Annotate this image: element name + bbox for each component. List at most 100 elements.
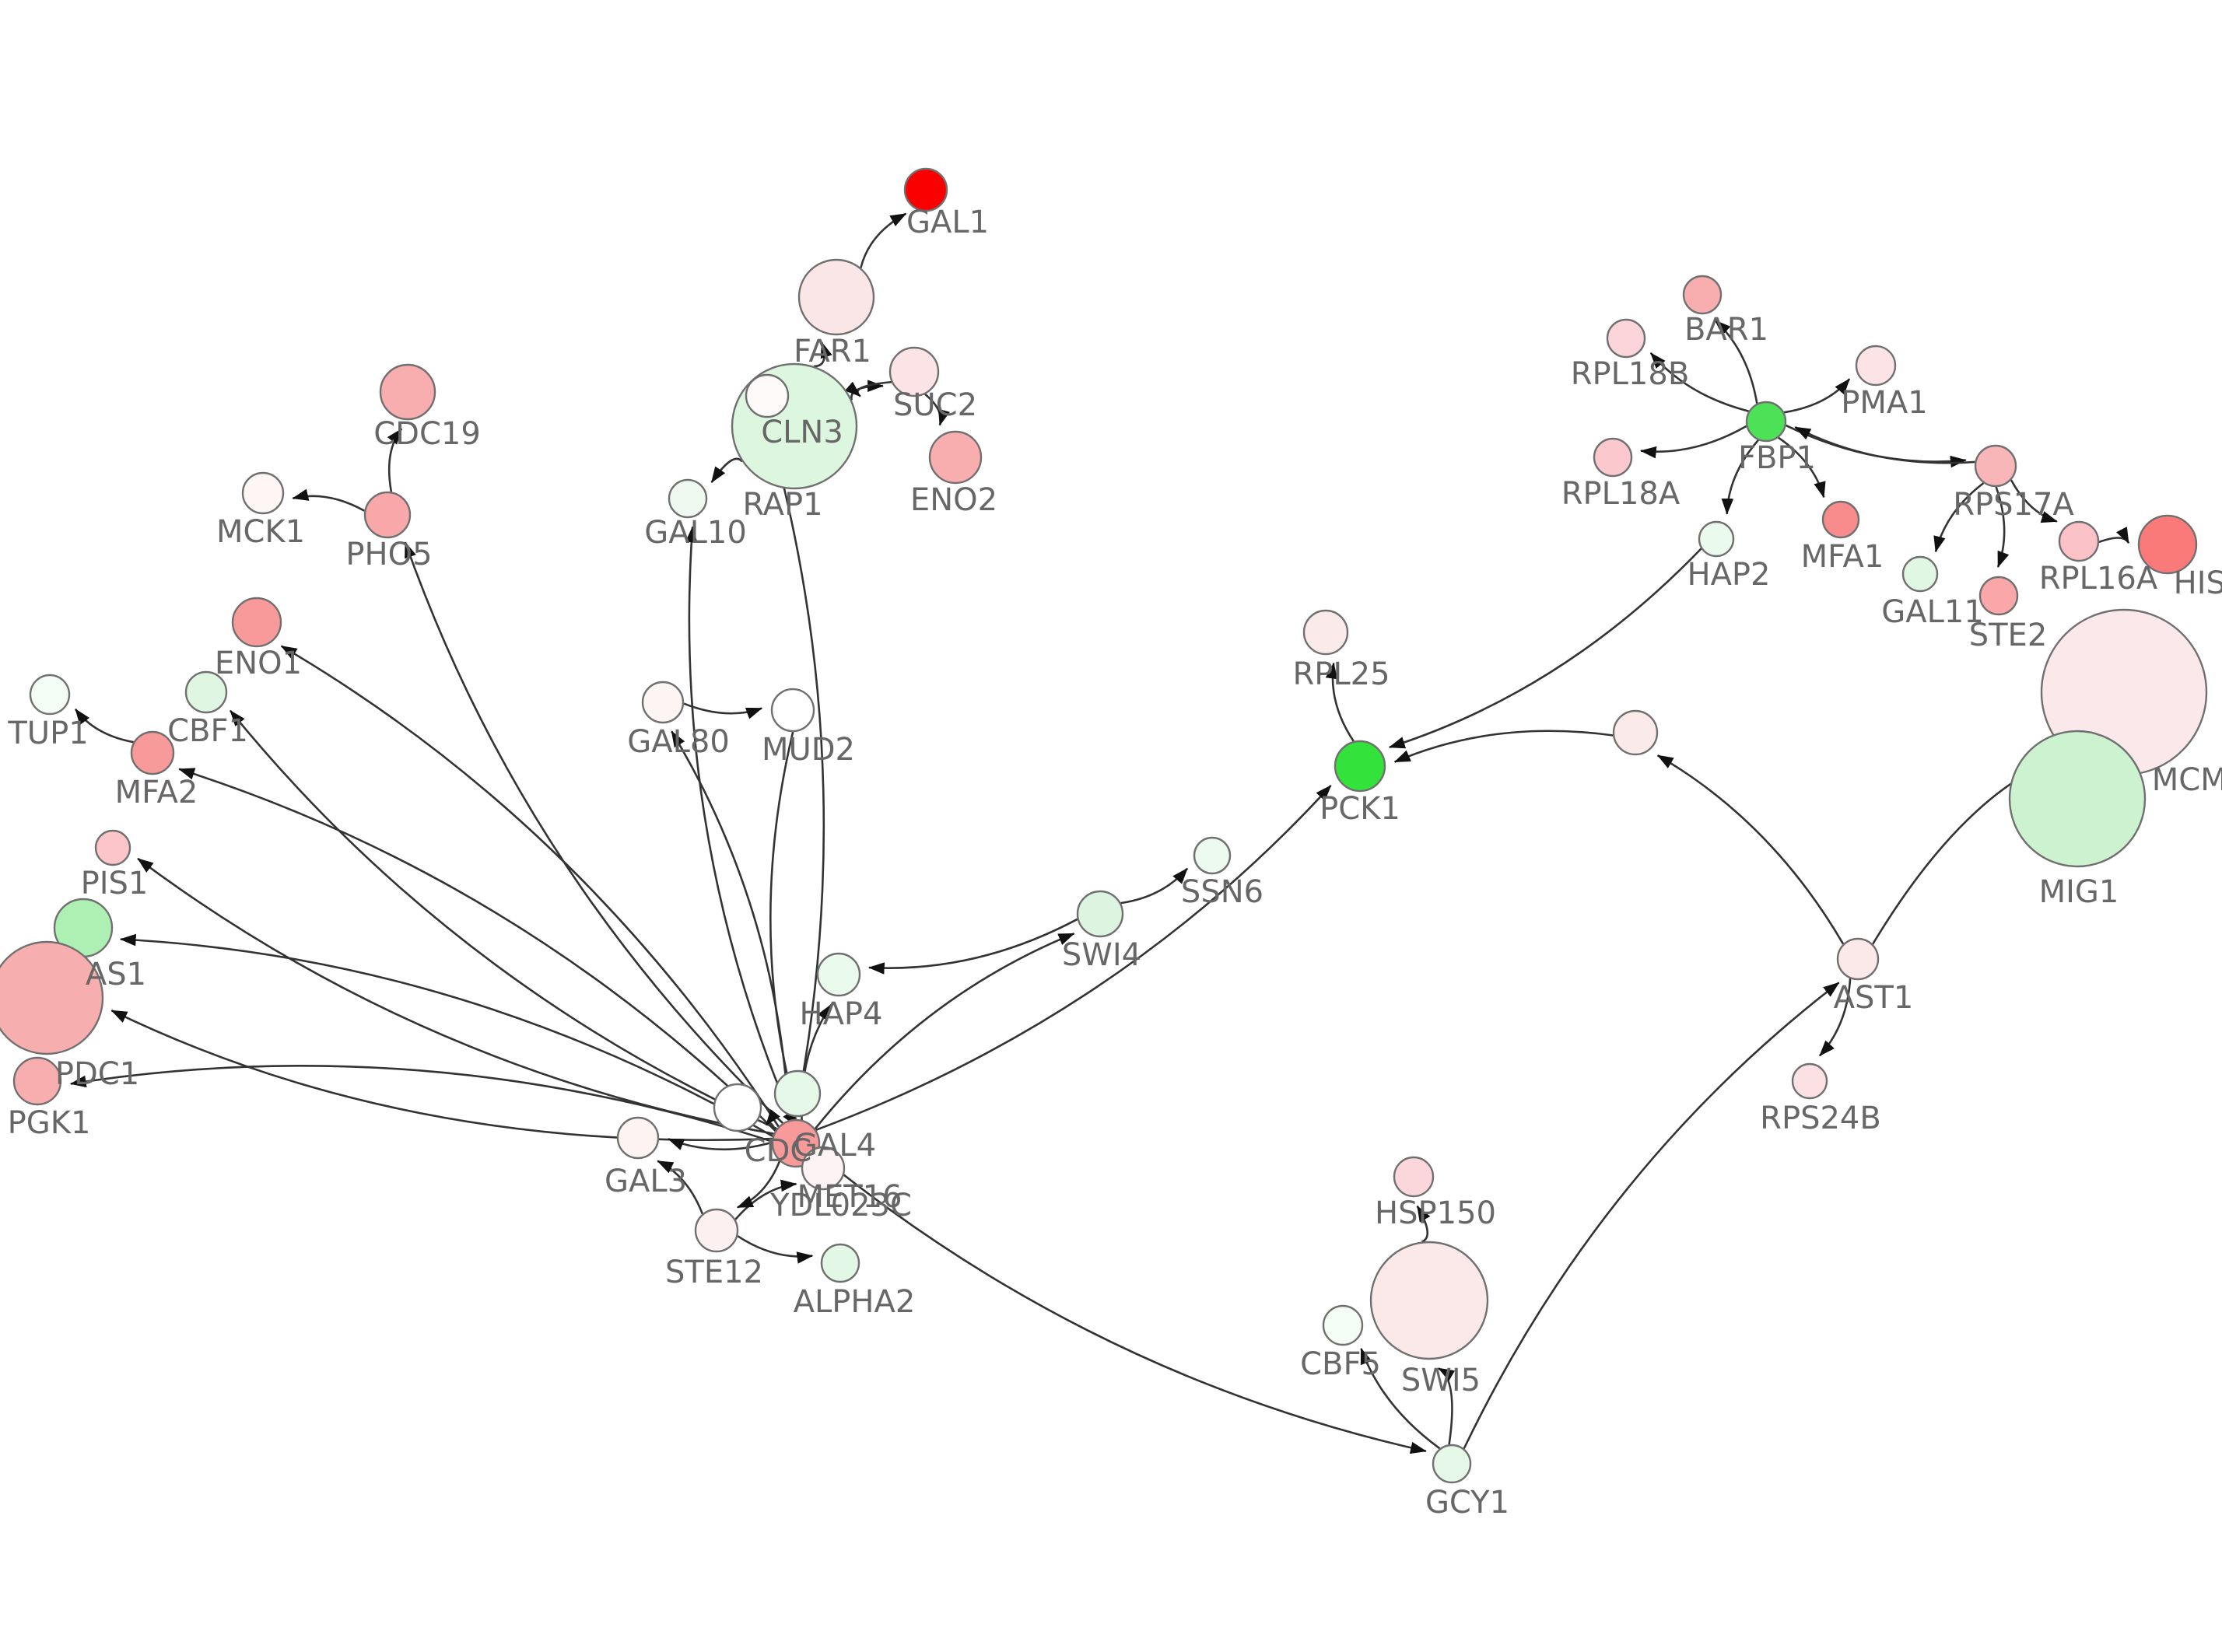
- network-edge[interactable]: [1933, 482, 1985, 553]
- network-edge[interactable]: [844, 380, 892, 397]
- network-edge[interactable]: [1721, 439, 1759, 515]
- network-node-ast1[interactable]: [1836, 937, 1880, 981]
- network-node-cdcx[interactable]: [713, 1083, 762, 1132]
- network-edge[interactable]: [668, 1138, 773, 1151]
- network-node-gcy1[interactable]: [1432, 1444, 1472, 1484]
- network-edge[interactable]: [813, 341, 832, 368]
- network-edge[interactable]: [860, 212, 907, 268]
- network-edge[interactable]: [1463, 982, 1840, 1450]
- network-edge[interactable]: [178, 768, 776, 1132]
- network-edge[interactable]: [734, 1179, 797, 1220]
- network-node-rpl18b[interactable]: [1606, 318, 1646, 359]
- network-edge[interactable]: [1656, 754, 1845, 945]
- network-node-tup1[interactable]: [29, 674, 71, 716]
- network-node-eno1[interactable]: [231, 597, 282, 648]
- network-node-ydl023c[interactable]: [801, 1146, 846, 1191]
- network-edge[interactable]: [1649, 352, 1750, 412]
- network-node-gal80[interactable]: [641, 681, 685, 724]
- network-edge[interactable]: [1778, 436, 1826, 499]
- network-node-cdc19[interactable]: [379, 363, 436, 421]
- network-node-hap2[interactable]: [1698, 520, 1735, 558]
- network-node-pgk1[interactable]: [12, 1056, 62, 1106]
- network-node-mig1[interactable]: [2008, 730, 2147, 868]
- network-node-rps17a[interactable]: [1974, 444, 2017, 488]
- network-edge[interactable]: [683, 702, 763, 719]
- network-edge[interactable]: [2098, 527, 2130, 544]
- network-node-pis1[interactable]: [94, 829, 131, 866]
- network-edge[interactable]: [815, 785, 1332, 1132]
- network-edge[interactable]: [119, 933, 773, 1138]
- network-node-gal3[interactable]: [616, 1116, 660, 1160]
- network-node-rpl18a[interactable]: [1593, 437, 1633, 478]
- network-edge[interactable]: [817, 1153, 1427, 1454]
- network-node-mfa2[interactable]: [130, 730, 175, 775]
- network-node-pck1[interactable]: [1334, 740, 1386, 793]
- network-edge[interactable]: [2010, 479, 2058, 523]
- network-edge[interactable]: [74, 708, 134, 744]
- network-node-hsp150[interactable]: [1393, 1156, 1435, 1198]
- network-edge[interactable]: [1783, 378, 1851, 414]
- network-edge[interactable]: [229, 709, 777, 1130]
- network-edge[interactable]: [737, 1235, 814, 1264]
- network-edge[interactable]: [769, 731, 798, 1111]
- network-node-rpl16a[interactable]: [2058, 520, 2100, 562]
- network-node-swi5[interactable]: [1369, 1241, 1489, 1360]
- network-node-his4[interactable]: [2137, 514, 2198, 575]
- network-node-gal11[interactable]: [1901, 555, 1939, 593]
- network-edge[interactable]: [766, 425, 825, 1120]
- network-edge[interactable]: [110, 1010, 773, 1142]
- network-edge[interactable]: [137, 857, 774, 1135]
- network-edge[interactable]: [1416, 1205, 1431, 1243]
- network-node-gal1[interactable]: [903, 167, 948, 212]
- network-node-cbf5[interactable]: [1322, 1304, 1364, 1346]
- network-edge[interactable]: [1438, 1367, 1456, 1445]
- network-edge[interactable]: [710, 457, 743, 484]
- network-node-suc2[interactable]: [888, 346, 940, 397]
- network-node-met16[interactable]: [773, 1069, 822, 1118]
- network-edge[interactable]: [1325, 662, 1355, 742]
- network-edge[interactable]: [867, 918, 1078, 975]
- network-node-ste12[interactable]: [694, 1208, 739, 1253]
- network-edge[interactable]: [685, 526, 794, 1120]
- network-node-far1[interactable]: [797, 258, 875, 336]
- network-node-mud2[interactable]: [770, 688, 815, 733]
- network-node-eno2[interactable]: [928, 430, 983, 485]
- network-node-mfa1[interactable]: [1821, 500, 1860, 539]
- network-node-ste2[interactable]: [1978, 576, 2019, 616]
- network-edge[interactable]: [814, 933, 1075, 1130]
- network-node-hap4[interactable]: [816, 952, 861, 997]
- network-node-swi4[interactable]: [1076, 890, 1124, 938]
- network-edge[interactable]: [292, 488, 366, 512]
- network-edge[interactable]: [736, 1160, 781, 1209]
- network-node-rap1[interactable]: [745, 373, 790, 418]
- network-node-rps24b[interactable]: [1791, 1062, 1828, 1100]
- network-edge[interactable]: [1639, 425, 1747, 459]
- network-edge[interactable]: [280, 645, 780, 1128]
- network-edge[interactable]: [657, 1160, 704, 1215]
- network-edge[interactable]: [69, 1065, 773, 1143]
- network-node-pma1[interactable]: [1855, 345, 1897, 387]
- network-edge[interactable]: [1995, 486, 2010, 568]
- network-edge[interactable]: [404, 541, 783, 1124]
- network-node-ssn6[interactable]: [1193, 836, 1232, 875]
- network-edge[interactable]: [1794, 426, 1975, 464]
- network-edge[interactable]: [1714, 320, 1758, 404]
- network-edge[interactable]: [850, 380, 884, 401]
- network-edge[interactable]: [387, 428, 403, 492]
- network-node-pdc1[interactable]: [0, 940, 104, 1055]
- network-node-alpha2[interactable]: [820, 1243, 860, 1283]
- network-node-pcksrc[interactable]: [1612, 709, 1659, 756]
- network-edge[interactable]: [1388, 548, 1702, 749]
- network-node-rpl25[interactable]: [1302, 609, 1349, 656]
- network-edge[interactable]: [765, 1109, 780, 1132]
- network-node-bar1[interactable]: [1682, 275, 1723, 315]
- network-edge[interactable]: [1818, 978, 1852, 1057]
- network-edge[interactable]: [1360, 1347, 1441, 1450]
- network-node-pho5[interactable]: [363, 491, 412, 539]
- network-edge[interactable]: [924, 393, 950, 426]
- network-node-mck1[interactable]: [241, 471, 285, 515]
- network-node-fbp1[interactable]: [1745, 401, 1787, 443]
- network-node-cbf1[interactable]: [184, 670, 228, 714]
- network-edge[interactable]: [1120, 867, 1189, 905]
